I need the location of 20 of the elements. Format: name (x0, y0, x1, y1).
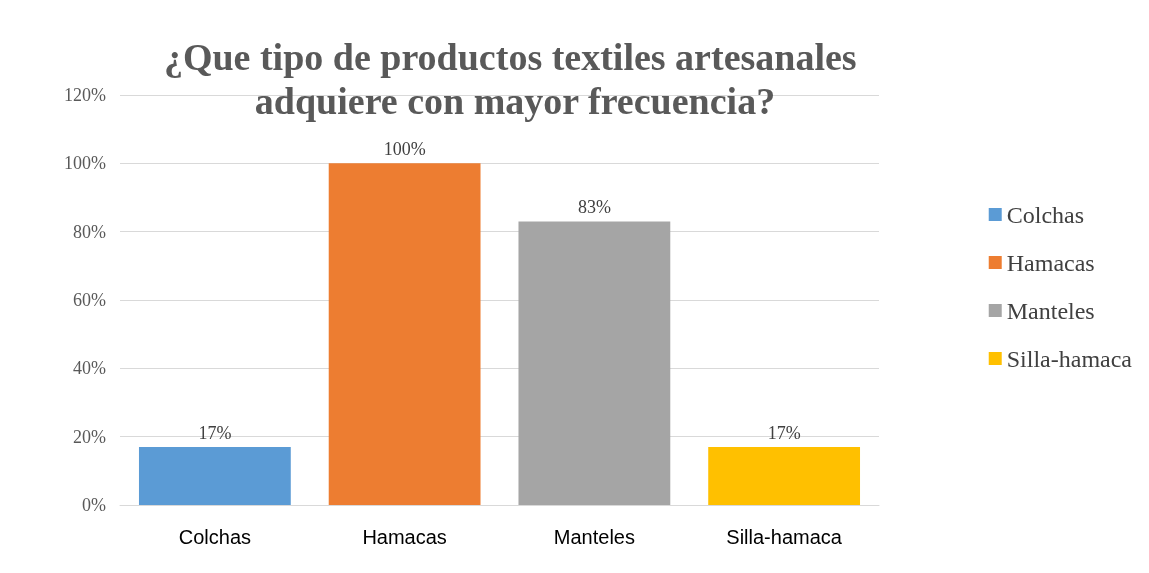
y-tick-label: 100% (64, 153, 106, 174)
legend-label: Silla-hamaca (1006, 345, 1133, 372)
data-label: 17% (198, 422, 232, 443)
x-tick-label: Manteles (553, 526, 635, 548)
legend-label: Manteles (1006, 297, 1095, 324)
legend-label: Colchas (1006, 201, 1085, 228)
x-tick-label: Hamacas (362, 526, 447, 548)
x-tick-label: Silla-hamaca (726, 526, 843, 548)
y-tick-label: 60% (73, 290, 106, 310)
y-tick-label: 20% (73, 426, 106, 447)
data-label: 83% (577, 197, 611, 218)
y-tick-label: 0% (82, 495, 106, 515)
x-tick-label: Colchas (178, 526, 252, 548)
data-label: 100% (383, 139, 426, 160)
data-label: 17% (767, 422, 801, 443)
y-tick-label: 80% (73, 221, 106, 242)
y-tick-label: 40% (73, 358, 106, 379)
chart-title: ¿Que tipo de productos textiles artesanales adquiere con mayor frecuencia? (163, 36, 867, 122)
y-tick-label: 120% (64, 85, 106, 105)
legend-label: Hamacas (1006, 249, 1095, 276)
